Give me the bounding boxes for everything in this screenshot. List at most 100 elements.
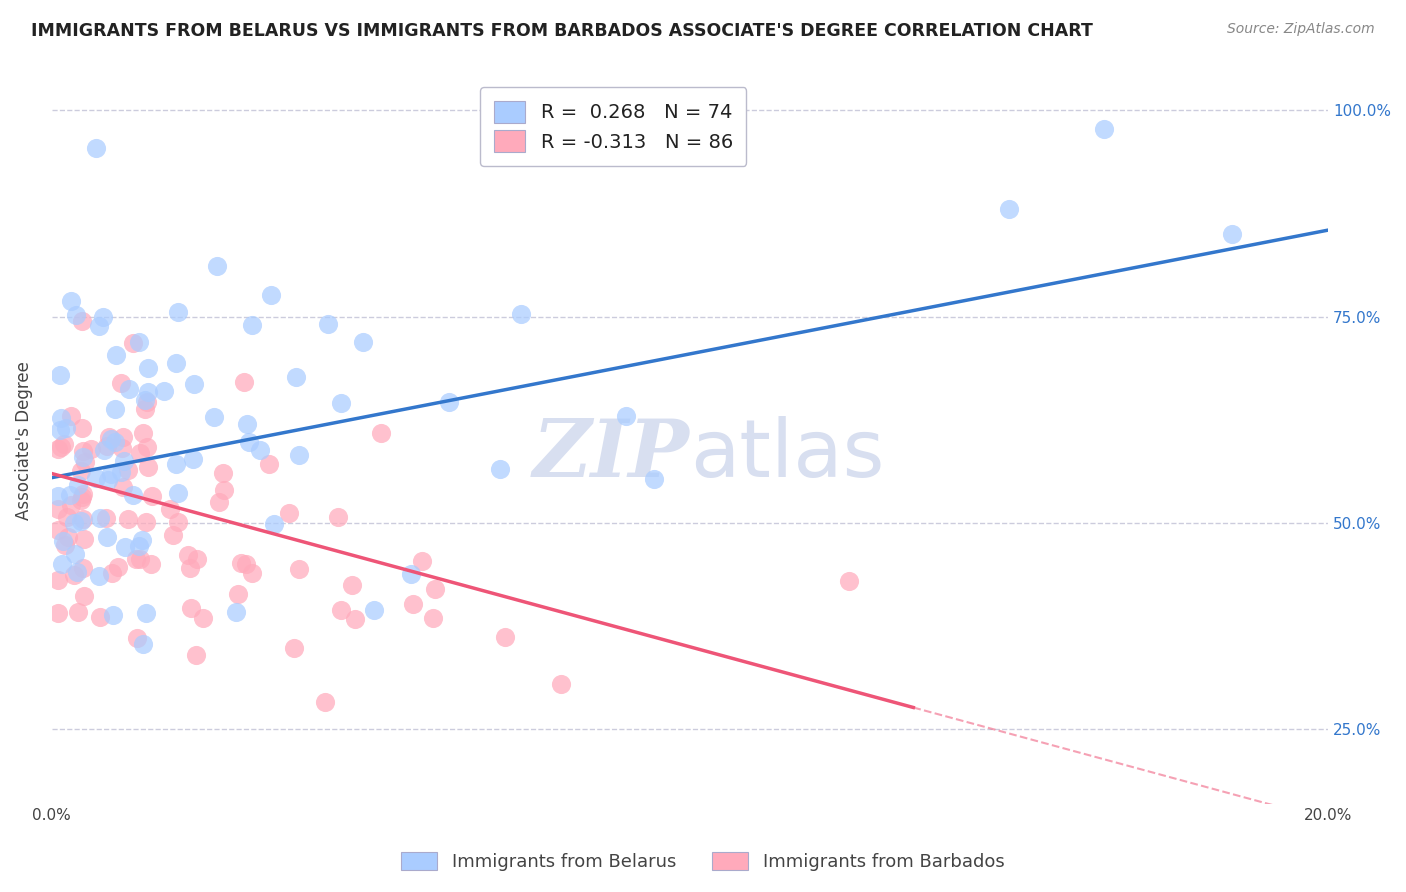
Point <box>67 478 90 492</box>
Point <box>51 440 73 454</box>
Point <box>162 528 184 542</box>
Point <box>316 317 339 331</box>
Point <box>53 538 76 552</box>
Point <box>136 361 159 376</box>
Point <box>236 417 259 432</box>
Text: ZIP: ZIP <box>533 417 690 494</box>
Point <box>263 516 285 531</box>
Point <box>159 501 181 516</box>
Point <box>191 611 214 625</box>
Point <box>59 409 82 423</box>
Point <box>100 432 122 446</box>
Point <box>73 455 96 469</box>
Point <box>326 510 349 524</box>
Point <box>183 376 205 391</box>
Point <box>240 318 263 333</box>
Point <box>998 202 1021 217</box>
Point <box>66 606 89 620</box>
Point <box>70 490 93 504</box>
Point <box>89 511 111 525</box>
Point <box>96 530 118 544</box>
Point <box>141 489 163 503</box>
Point <box>134 393 156 408</box>
Point <box>96 511 118 525</box>
Point <box>399 566 422 581</box>
Point <box>129 446 152 460</box>
Point <box>166 305 188 319</box>
Point <box>63 516 86 530</box>
Point <box>186 551 208 566</box>
Point <box>184 648 207 663</box>
Point <box>132 426 155 441</box>
Point <box>259 457 281 471</box>
Point <box>104 435 127 450</box>
Point <box>494 630 516 644</box>
Point <box>363 603 385 617</box>
Point <box>46 502 69 516</box>
Point <box>117 463 139 477</box>
Point <box>110 466 132 480</box>
Point <box>437 395 460 409</box>
Point <box>72 450 94 465</box>
Point <box>110 376 132 390</box>
Point <box>510 307 533 321</box>
Point <box>422 611 444 625</box>
Point <box>128 334 150 349</box>
Point <box>97 473 120 487</box>
Point <box>56 509 79 524</box>
Point <box>104 401 127 416</box>
Point <box>411 553 433 567</box>
Point <box>344 612 367 626</box>
Point <box>51 411 73 425</box>
Point <box>65 308 87 322</box>
Point <box>46 490 69 504</box>
Point <box>260 288 283 302</box>
Point <box>72 561 94 575</box>
Point <box>233 375 256 389</box>
Point <box>111 480 134 494</box>
Point <box>166 515 188 529</box>
Point <box>125 551 148 566</box>
Point <box>131 533 153 547</box>
Point <box>288 562 311 576</box>
Point <box>141 557 163 571</box>
Point <box>125 631 148 645</box>
Point <box>91 310 114 324</box>
Point <box>423 582 446 596</box>
Point <box>107 560 129 574</box>
Point <box>550 677 572 691</box>
Point <box>340 578 363 592</box>
Point <box>202 409 225 424</box>
Point <box>205 259 228 273</box>
Point <box>110 442 132 456</box>
Point <box>59 498 82 512</box>
Point <box>52 534 75 549</box>
Point <box>46 524 69 538</box>
Point <box>284 370 307 384</box>
Point <box>238 435 260 450</box>
Point <box>283 640 305 655</box>
Point <box>136 385 159 400</box>
Point <box>66 565 89 579</box>
Point <box>70 493 93 508</box>
Point <box>46 442 69 457</box>
Point <box>70 514 93 528</box>
Point <box>87 318 110 333</box>
Point <box>314 695 336 709</box>
Point <box>122 335 145 350</box>
Point <box>135 515 157 529</box>
Point <box>72 444 94 458</box>
Point <box>118 382 141 396</box>
Point <box>229 557 252 571</box>
Point <box>49 423 72 437</box>
Point <box>73 532 96 546</box>
Point <box>134 402 156 417</box>
Point <box>72 487 94 501</box>
Point <box>63 547 86 561</box>
Legend: R =  0.268   N = 74, R = -0.313   N = 86: R = 0.268 N = 74, R = -0.313 N = 86 <box>481 87 747 166</box>
Point <box>240 566 263 580</box>
Point <box>249 442 271 457</box>
Point <box>93 443 115 458</box>
Text: Source: ZipAtlas.com: Source: ZipAtlas.com <box>1227 22 1375 37</box>
Point <box>112 430 135 444</box>
